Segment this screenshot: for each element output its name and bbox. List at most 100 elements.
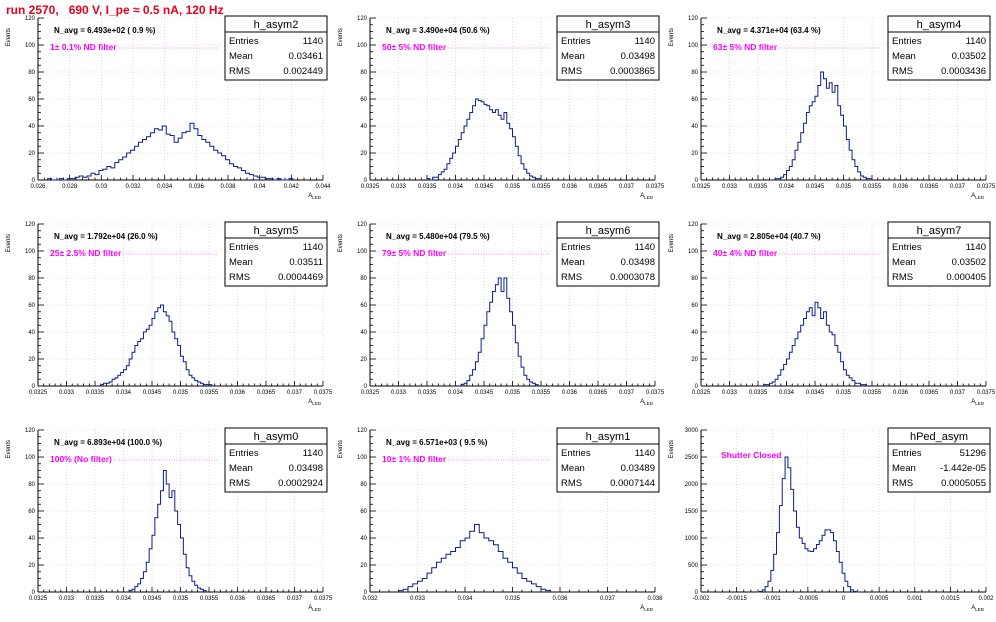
stats-value-entries: 1140	[966, 36, 986, 47]
histogram-series	[100, 304, 213, 386]
y-tick-label: 100	[688, 43, 699, 49]
x-tick-label: 0.0345	[806, 390, 825, 396]
y-tick-label: 20	[691, 151, 698, 157]
x-axis-title: ALED	[308, 399, 322, 406]
y-tick-label: 40	[360, 536, 367, 542]
x-tick-label: 0.036	[562, 390, 578, 396]
y-tick-label: 40	[691, 330, 698, 336]
navg-label: N_avg = 6.493e+02 ( 0.9 %)	[54, 26, 156, 35]
stats-label-rms: RMS	[229, 272, 250, 283]
y-axis-title: Events	[669, 440, 675, 458]
stats-value-mean: 0.03498	[289, 463, 323, 474]
x-tick-label: 0.033	[410, 596, 426, 602]
navg-label: N_avg = 3.490e+04 (50.6 %)	[386, 26, 490, 35]
filter-label: 25± 2.5% ND filter	[50, 248, 122, 258]
histogram-panel-h_asym5: 0.0325 0.033 0.0335 0.034 0.0345 0.035 0.0355 0…	[6, 221, 333, 406]
x-tick-label: -0.001	[764, 596, 782, 602]
stats-label-mean: Mean	[229, 51, 253, 62]
filter-label: 10± 1% ND filter	[382, 454, 447, 464]
x-tick-label: 0.034	[448, 184, 464, 190]
y-tick-label: 0	[364, 384, 368, 390]
stats-value-entries: 51296	[960, 448, 986, 459]
x-tick-label: 0.035	[505, 596, 521, 602]
y-tick-label: 80	[691, 276, 698, 282]
x-tick-label: 0.033	[722, 184, 738, 190]
x-axis-title: ALED	[640, 399, 654, 406]
stats-label-entries: Entries	[229, 448, 259, 459]
filter-label: 40± 4% ND filter	[713, 248, 778, 258]
stats-box	[556, 221, 660, 287]
x-tick-label: 0.035	[836, 184, 852, 190]
x-tick-label: 0.037	[950, 390, 966, 396]
y-tick-label: 3000	[685, 428, 699, 434]
y-tick-label: 60	[691, 303, 698, 309]
y-tick-label: 80	[360, 276, 367, 282]
histogram-panel-h_asym1: 0.032 0.033 0.034 0.035 0.036 0.037 0.038 0 20 40…	[338, 427, 663, 612]
x-tick-label: -0.0015	[726, 596, 747, 602]
x-tick-label: 0.0375	[314, 390, 333, 396]
x-tick-label: 0.037	[287, 390, 303, 396]
histogram-series	[398, 524, 551, 592]
x-tick-label: 0.0335	[749, 184, 768, 190]
x-tick-label: 0.0355	[200, 596, 219, 602]
y-tick-label: 120	[357, 222, 368, 228]
stats-label-mean: Mean	[892, 257, 916, 268]
histogram-panel-h_asym0: 0.0325 0.033 0.0335 0.034 0.0345 0.035 0.0355 0…	[6, 427, 333, 612]
navg-label: N_avg = 5.480e+04 (79.5 %)	[386, 232, 490, 241]
stats-value-rms: 0.0005055	[941, 478, 986, 489]
filter-label: 79± 5% ND filter	[382, 248, 447, 258]
filter-label: 63± 5% ND filter	[713, 42, 778, 52]
y-tick-label: 120	[688, 222, 699, 228]
y-tick-label: 40	[28, 330, 35, 336]
stats-label-entries: Entries	[561, 242, 591, 253]
stats-value-rms: 0.0007144	[610, 478, 655, 489]
x-tick-label: 0.0335	[86, 390, 105, 396]
stats-box	[887, 15, 991, 81]
x-tick-label: 0.037	[600, 596, 616, 602]
stats-label-entries: Entries	[229, 36, 259, 47]
x-tick-label: 0.034	[457, 596, 473, 602]
navg-label: N_avg = 6.571e+03 ( 9.5 %)	[386, 438, 488, 447]
x-tick-label: 0.036	[893, 184, 909, 190]
x-tick-label: 0.0375	[646, 184, 665, 190]
x-axis-title: ALED	[971, 605, 985, 612]
x-tick-label: 0.032	[125, 184, 141, 190]
x-tick-label: 0	[842, 596, 846, 602]
x-axis-title: ALED	[640, 605, 654, 612]
y-tick-label: 120	[357, 428, 368, 434]
x-tick-label: 0.034	[448, 390, 464, 396]
x-tick-label: 0.033	[391, 390, 407, 396]
y-axis-title: Events	[6, 440, 12, 458]
x-tick-label: 0.0335	[86, 596, 105, 602]
stats-label-entries: Entries	[229, 242, 259, 253]
y-tick-label: 60	[28, 509, 35, 515]
y-tick-label: 100	[25, 43, 36, 49]
stats-label-entries: Entries	[561, 36, 591, 47]
stats-label-rms: RMS	[561, 272, 582, 283]
y-tick-label: 20	[360, 151, 367, 157]
stats-label-rms: RMS	[229, 66, 250, 77]
stats-value-mean: 0.03511	[289, 257, 323, 268]
stats-label-rms: RMS	[561, 478, 582, 489]
y-tick-label: 80	[360, 482, 367, 488]
y-axis-title: Events	[669, 234, 675, 252]
filter-label: 100% (No filter)	[50, 454, 112, 464]
y-tick-label: 60	[360, 303, 367, 309]
x-tick-label: 0.0325	[692, 390, 711, 396]
y-tick-label: 0	[695, 384, 699, 390]
stats-value-rms: 0.0003078	[610, 272, 655, 283]
x-axis-title: ALED	[971, 193, 985, 200]
filter-label: 50± 5% ND filter	[382, 42, 447, 52]
x-axis-title: ALED	[971, 399, 985, 406]
stats-label-mean: Mean	[561, 257, 585, 268]
navg-label: N_avg = 4.371e+04 (63.4 %)	[717, 26, 821, 35]
y-tick-label: 20	[360, 563, 367, 569]
x-tick-label: 0.0375	[977, 390, 996, 396]
x-tick-label: 0.034	[779, 184, 795, 190]
x-tick-label: 0.0335	[418, 390, 437, 396]
stats-value-mean: -1.442e-05	[940, 463, 986, 474]
y-tick-label: 80	[360, 70, 367, 76]
x-tick-label: 0.026	[30, 184, 46, 190]
y-tick-label: 80	[28, 482, 35, 488]
stats-histogram-name: h_asym3	[586, 19, 631, 31]
